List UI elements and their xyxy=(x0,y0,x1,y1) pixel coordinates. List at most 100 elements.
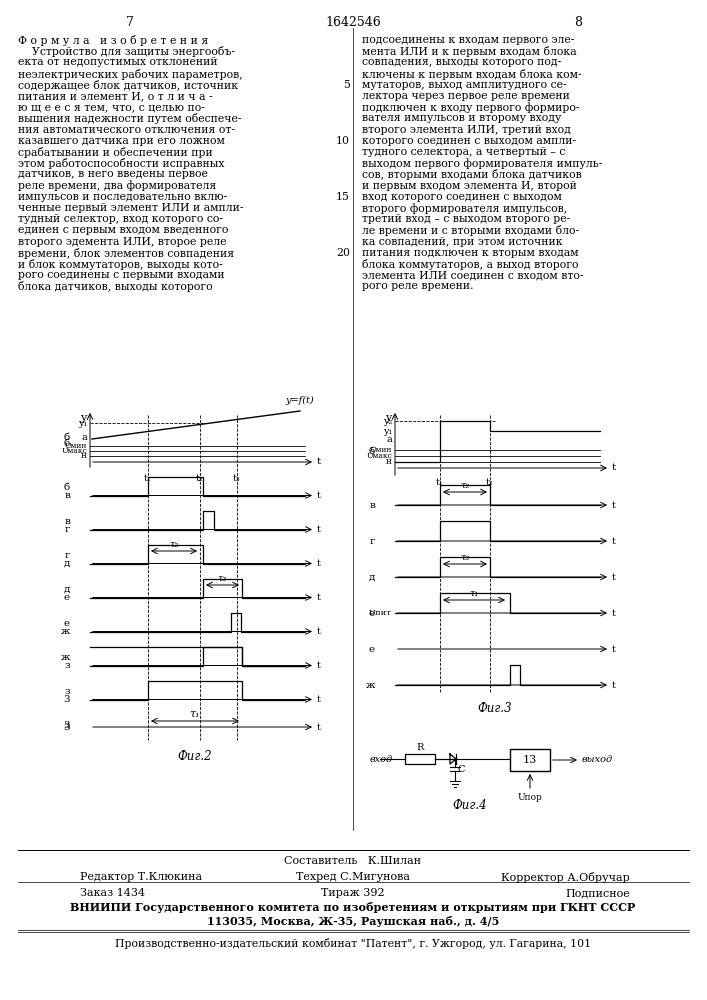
Text: τ₁: τ₁ xyxy=(469,589,479,598)
Text: ле времени и с вторыми входами бло-: ле времени и с вторыми входами бло- xyxy=(362,225,579,236)
Text: времени, блок элементов совпадения: времени, блок элементов совпадения xyxy=(18,248,234,259)
Text: t: t xyxy=(317,627,321,636)
Text: г: г xyxy=(64,525,70,534)
Text: неэлектрических рабочих параметров,: неэлектрических рабочих параметров, xyxy=(18,69,243,80)
Text: Составитель   К.Шилан: Составитель К.Шилан xyxy=(284,856,421,866)
Text: ж: ж xyxy=(61,627,70,636)
Text: совпадения, выходы которого под-: совпадения, выходы которого под- xyxy=(362,57,561,67)
Text: t: t xyxy=(317,695,321,704)
Text: Фиг.4: Фиг.4 xyxy=(452,799,487,812)
Text: t: t xyxy=(317,661,321,670)
Text: лектора через первое реле времени: лектора через первое реле времени xyxy=(362,91,570,101)
Text: ю щ е е с я тем, что, с целью по-: ю щ е е с я тем, что, с целью по- xyxy=(18,102,205,112)
Text: 5: 5 xyxy=(343,80,350,90)
Text: импульсов и последовательно вклю-: импульсов и последовательно вклю- xyxy=(18,192,227,202)
Text: е: е xyxy=(369,608,375,617)
Bar xyxy=(405,754,435,764)
Text: t: t xyxy=(612,500,616,510)
Text: t₃: t₃ xyxy=(233,474,241,483)
Text: подсоединены к входам первого эле-: подсоединены к входам первого эле- xyxy=(362,35,574,45)
Text: екта от недопустимых отклонений: екта от недопустимых отклонений xyxy=(18,57,218,67)
Text: τ₂: τ₂ xyxy=(170,540,179,549)
Text: ВНИИПИ Государственного комитета по изобретениям и открытиям при ГКНТ СССР: ВНИИПИ Государственного комитета по изоб… xyxy=(71,902,636,913)
Text: t₁: t₁ xyxy=(436,478,444,487)
Text: 3: 3 xyxy=(64,695,70,704)
Text: Тираж 392: Тираж 392 xyxy=(321,888,385,898)
Text: рого реле времени.: рого реле времени. xyxy=(362,281,474,291)
Text: y₁: y₁ xyxy=(78,418,87,428)
Text: Uмакс: Uмакс xyxy=(61,447,87,455)
Text: питания подключен к вторым входам: питания подключен к вторым входам xyxy=(362,248,578,258)
Text: тудного селектора, а четвертый – с: тудного селектора, а четвертый – с xyxy=(362,147,566,157)
Text: t: t xyxy=(317,722,321,732)
Text: Uпор: Uпор xyxy=(518,793,542,802)
Text: ченные первый элемент ИЛИ и ампли-: ченные первый элемент ИЛИ и ампли- xyxy=(18,203,243,213)
Text: е: е xyxy=(369,645,375,654)
Text: Фиг.3: Фиг.3 xyxy=(478,702,513,715)
Text: 15: 15 xyxy=(336,192,350,202)
Text: подключен к входу первого формиро-: подключен к входу первого формиро- xyxy=(362,102,580,113)
Text: д: д xyxy=(64,584,70,593)
Text: блока коммутаторов, а выход второго: блока коммутаторов, а выход второго xyxy=(362,259,578,270)
Text: элемента ИЛИ соединен с входом вто-: элемента ИЛИ соединен с входом вто- xyxy=(362,270,583,280)
Text: Заказ 1434: Заказ 1434 xyxy=(80,888,145,898)
Text: t: t xyxy=(612,645,616,654)
Text: y: y xyxy=(80,413,86,423)
Text: 113035, Москва, Ж-35, Раушская наб., д. 4/5: 113035, Москва, Ж-35, Раушская наб., д. … xyxy=(207,916,499,927)
Text: 3: 3 xyxy=(64,722,70,732)
Text: в: в xyxy=(64,491,70,500)
Text: y₂: y₂ xyxy=(382,416,392,426)
Text: t₂: t₂ xyxy=(486,478,493,487)
Text: и блок коммутаторов, выходы кото-: и блок коммутаторов, выходы кото- xyxy=(18,259,223,270)
Text: б: б xyxy=(369,448,375,456)
Text: τ₂: τ₂ xyxy=(460,481,469,490)
Text: 20: 20 xyxy=(336,248,350,258)
Text: второго формирователя импульсов,: второго формирователя импульсов, xyxy=(362,203,567,214)
Text: Фиг.2: Фиг.2 xyxy=(177,750,212,763)
Text: выходом первого формирователя импуль-: выходом первого формирователя импуль- xyxy=(362,158,602,169)
Text: t: t xyxy=(317,525,321,534)
Text: б: б xyxy=(64,483,70,491)
Bar xyxy=(510,749,550,771)
Text: третий вход – с выходом второго ре-: третий вход – с выходом второго ре- xyxy=(362,214,571,224)
Text: в: в xyxy=(64,516,70,526)
Text: t: t xyxy=(612,572,616,582)
Text: t: t xyxy=(612,680,616,690)
Text: t: t xyxy=(612,608,616,617)
Text: ключены к первым входам блока ком-: ключены к первым входам блока ком- xyxy=(362,69,582,80)
Text: Uмин: Uмин xyxy=(64,442,87,450)
Text: вход которого соединен с выходом: вход которого соединен с выходом xyxy=(362,192,562,202)
Text: ния автоматического отключения от-: ния автоматического отключения от- xyxy=(18,125,235,135)
Text: t₁: t₁ xyxy=(144,474,152,483)
Text: 10: 10 xyxy=(336,136,350,146)
Text: вателя импульсов и второму входу: вателя импульсов и второму входу xyxy=(362,113,561,123)
Text: вход: вход xyxy=(370,754,393,764)
Text: н: н xyxy=(81,452,87,460)
Text: t: t xyxy=(612,536,616,546)
Text: рого соединены с первыми входами: рого соединены с первыми входами xyxy=(18,270,225,280)
Text: вышения надежности путем обеспече-: вышения надежности путем обеспече- xyxy=(18,113,242,124)
Text: казавшего датчика при его ложном: казавшего датчика при его ложном xyxy=(18,136,225,146)
Text: R: R xyxy=(416,743,423,752)
Text: питания и элемент И, о т л и ч а -: питания и элемент И, о т л и ч а - xyxy=(18,91,213,101)
Text: Редактор Т.Клюкина: Редактор Т.Клюкина xyxy=(80,872,202,882)
Text: τ₁: τ₁ xyxy=(189,709,200,719)
Text: датчиков, в него введены первое: датчиков, в него введены первое xyxy=(18,169,208,179)
Text: реле времени, два формирователя: реле времени, два формирователя xyxy=(18,181,216,191)
Text: a: a xyxy=(386,434,392,444)
Text: мента ИЛИ и к первым входам блока: мента ИЛИ и к первым входам блока xyxy=(362,46,577,57)
Text: г: г xyxy=(370,536,375,546)
Text: тудный селектор, вход которого со-: тудный селектор, вход которого со- xyxy=(18,214,223,224)
Text: τ₃: τ₃ xyxy=(460,553,469,562)
Text: в: в xyxy=(369,500,375,510)
Text: ка совпадений, при этом источник: ка совпадений, при этом источник xyxy=(362,237,563,247)
Text: t₂: t₂ xyxy=(196,474,204,483)
Text: з: з xyxy=(64,661,70,670)
Text: сов, вторыми входами блока датчиков: сов, вторыми входами блока датчиков xyxy=(362,169,582,180)
Text: ж: ж xyxy=(366,680,375,690)
Text: Uпит: Uпит xyxy=(369,609,392,617)
Text: б: б xyxy=(64,440,70,448)
Text: г: г xyxy=(64,550,70,560)
Text: Подписное: Подписное xyxy=(566,888,630,898)
Text: t: t xyxy=(317,593,321,602)
